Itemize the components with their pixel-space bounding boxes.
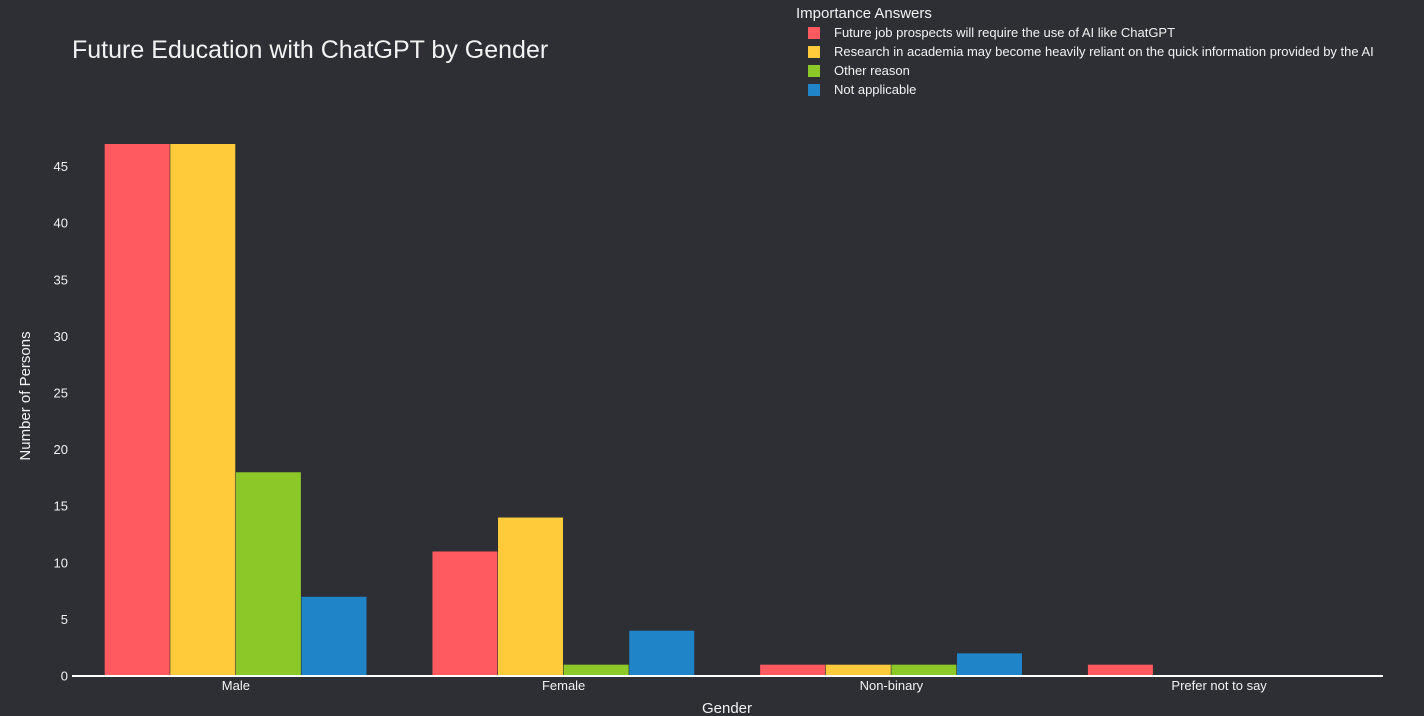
legend-label[interactable]: Future job prospects will require the us… [834,25,1175,40]
y-tick-label: 45 [54,159,68,174]
bar-female-series-1[interactable] [432,551,498,676]
legend-swatch[interactable] [808,84,820,96]
x-axis-ticks: Male Female Non-binary Prefer not to say [222,678,1268,693]
x-tick-label: Female [542,678,585,693]
bar-non-binary-series-2[interactable] [825,664,891,676]
legend-label[interactable]: Research in academia may become heavily … [834,44,1374,59]
y-axis-ticks: 0 5 10 15 20 25 30 35 40 45 [54,159,68,683]
y-tick-label: 40 [54,216,68,231]
bar-female-series-3[interactable] [563,664,629,676]
legend[interactable]: Importance Answers Future job prospects … [796,5,1374,97]
bar-non-binary-series-4[interactable] [956,653,1022,676]
y-tick-label: 30 [54,329,68,344]
y-tick-label: 10 [54,555,68,570]
bar-non-binary-series-3[interactable] [891,664,957,676]
x-tick-label: Prefer not to say [1171,678,1267,693]
x-tick-label: Non-binary [860,678,924,693]
bar-female-series-4[interactable] [629,630,695,676]
bar-female-series-2[interactable] [498,517,564,676]
legend-label[interactable]: Other reason [834,63,910,78]
x-axis-title: Gender [702,700,752,716]
legend-title: Importance Answers [796,5,932,22]
y-tick-label: 25 [54,386,68,401]
y-axis-title: Number of Persons [17,331,34,460]
bar-male-series-2[interactable] [170,144,236,676]
legend-swatch[interactable] [808,65,820,77]
chart-title: Future Education with ChatGPT by Gender [72,36,548,64]
bar-non-binary-series-1[interactable] [760,664,826,676]
y-tick-label: 5 [61,612,68,627]
y-tick-label: 35 [54,272,68,287]
legend-label[interactable]: Not applicable [834,82,916,97]
legend-swatch[interactable] [808,27,820,39]
bar-male-series-4[interactable] [301,596,367,676]
legend-swatch[interactable] [808,46,820,58]
bar-male-series-3[interactable] [235,472,301,676]
y-tick-label: 20 [54,442,68,457]
y-tick-label: 15 [54,499,68,514]
x-tick-label: Male [222,678,250,693]
y-tick-label: 0 [61,669,68,684]
bar-prefer-not-to-say-series-1[interactable] [1087,664,1153,676]
bar-male-series-1[interactable] [104,144,170,676]
bars-layer [104,144,1153,676]
